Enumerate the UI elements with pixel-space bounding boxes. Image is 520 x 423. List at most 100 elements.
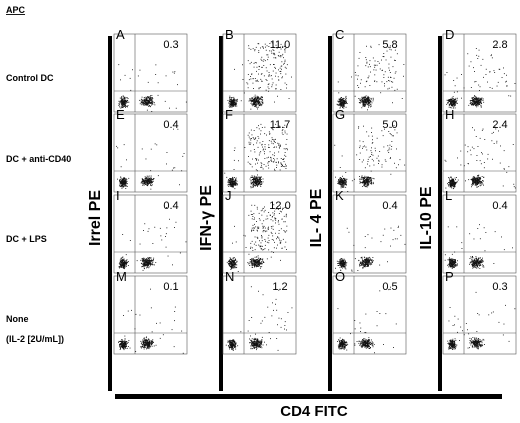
panel-letter: B [225,27,234,42]
panel-d: D 2.8 [442,27,517,113]
panel-frame [332,275,407,355]
panel-percent: 11.7 [270,119,291,131]
panel-percent: 12.0 [269,200,290,212]
event-dots [337,286,397,354]
panel-percent: 1.2 [272,281,287,293]
y-label-irrel-pe: Irrel PE [87,190,104,246]
column-axis-bars [108,36,442,391]
panel-letter: I [116,188,120,203]
panel-n: N 1.2 [222,269,297,355]
panel-o: O 0.5 [332,269,407,355]
x-axis-label: CD4 FITC [280,403,348,420]
panel-percent: 11.0 [270,39,291,51]
column-bar-3 [328,36,332,391]
panel-grid: A 0.3 B 11.0 C 5.8 D 2.8 E 0.4 F 11.7 G 5.0 H 2.4 I 0.4 J 1… [113,27,517,355]
panel-letter: D [445,27,454,42]
event-dots [334,125,406,192]
panel-frame [442,194,517,274]
column-bar-4 [438,36,442,391]
panel-frame [442,33,517,113]
panel-letter: O [335,269,345,284]
panel-percent: 0.4 [382,200,397,212]
row-label-none-sub: (IL-2 [2U/mL]) [6,334,64,344]
panel-percent: 2.4 [492,119,507,131]
y-label-il4-pe: IL- 4 PE [308,188,325,247]
panel-frame [332,33,407,113]
panel-frame [332,113,407,193]
panel-e: E 0.4 [113,107,188,193]
event-dots [227,42,292,110]
column-y-labels: Irrel PE IFN-γ PE IL- 4 PE IL-10 PE [87,185,435,251]
event-dots [116,128,185,190]
y-label-il10-pe: IL-10 PE [418,186,435,249]
panel-g: G 5.0 [332,107,407,193]
event-dots [444,126,516,190]
event-dots [336,44,405,111]
event-dots [118,207,187,271]
panel-i: I 0.4 [113,188,188,274]
panel-percent: 0.4 [492,200,507,212]
panel-k: K 0.4 [332,188,407,274]
row-label-none: None [6,314,29,324]
panel-letter: H [445,107,454,122]
event-dots [118,288,184,354]
column-bar-2 [219,36,223,391]
panel-letter: J [225,188,232,203]
panel-frame [222,194,297,274]
panel-letter: A [116,27,125,42]
event-dots [226,204,288,272]
event-dots [225,286,293,351]
panel-letter: K [335,188,344,203]
panel-percent: 0.3 [163,39,178,51]
panel-frame [332,194,407,274]
row-label-dc-lps: DC + LPS [6,234,47,244]
panel-h: H 2.4 [442,107,517,193]
event-dots [224,123,288,190]
event-dots [335,225,406,272]
panel-letter: L [445,188,452,203]
panel-letter: C [335,27,344,42]
panel-letter: G [335,107,345,122]
event-dots [444,224,513,269]
panel-letter: P [445,269,454,284]
panel-percent: 5.0 [382,119,397,131]
event-dots [447,291,516,350]
panel-b: B 11.0 [222,27,297,113]
panel-f: F 11.7 [222,107,297,193]
y-label-ifn-gamma-pe: IFN-γ PE [198,185,215,251]
event-dots [118,46,187,112]
panel-percent: 5.8 [382,39,397,51]
panel-p: P 0.3 [442,269,517,355]
panel-frame [442,275,517,355]
apc-header: APC [6,5,26,15]
panel-letter: N [225,269,234,284]
column-bar-1 [108,36,112,391]
panel-frame [442,113,517,193]
panel-a: A 0.3 [113,27,188,113]
panel-l: L 0.4 [442,188,517,274]
panel-frame [113,275,188,355]
panel-frame [113,113,188,193]
panel-percent: 2.8 [492,39,507,51]
panel-m: M 0.1 [113,269,188,355]
panel-frame [222,33,297,113]
panel-frame [222,275,297,355]
panel-percent: 0.4 [163,200,178,212]
panel-letter: F [225,107,233,122]
panel-c: C 5.8 [332,27,407,113]
panel-percent: 0.4 [163,119,178,131]
panel-frame [113,194,188,274]
panel-percent: 0.1 [163,281,178,293]
panel-frame [113,33,188,113]
panel-letter: E [116,107,125,122]
panel-letter: M [116,269,127,284]
row-label-dc-anti-cd40: DC + anti-CD40 [6,154,71,164]
panel-percent: 0.3 [492,281,507,293]
event-dots [444,45,516,109]
row-labels: Control DC DC + anti-CD40 DC + LPS None … [6,73,71,344]
x-axis-bar [115,394,502,399]
row-label-control-dc: Control DC [6,73,54,83]
panel-percent: 0.5 [382,281,397,293]
panel-frame [222,113,297,193]
